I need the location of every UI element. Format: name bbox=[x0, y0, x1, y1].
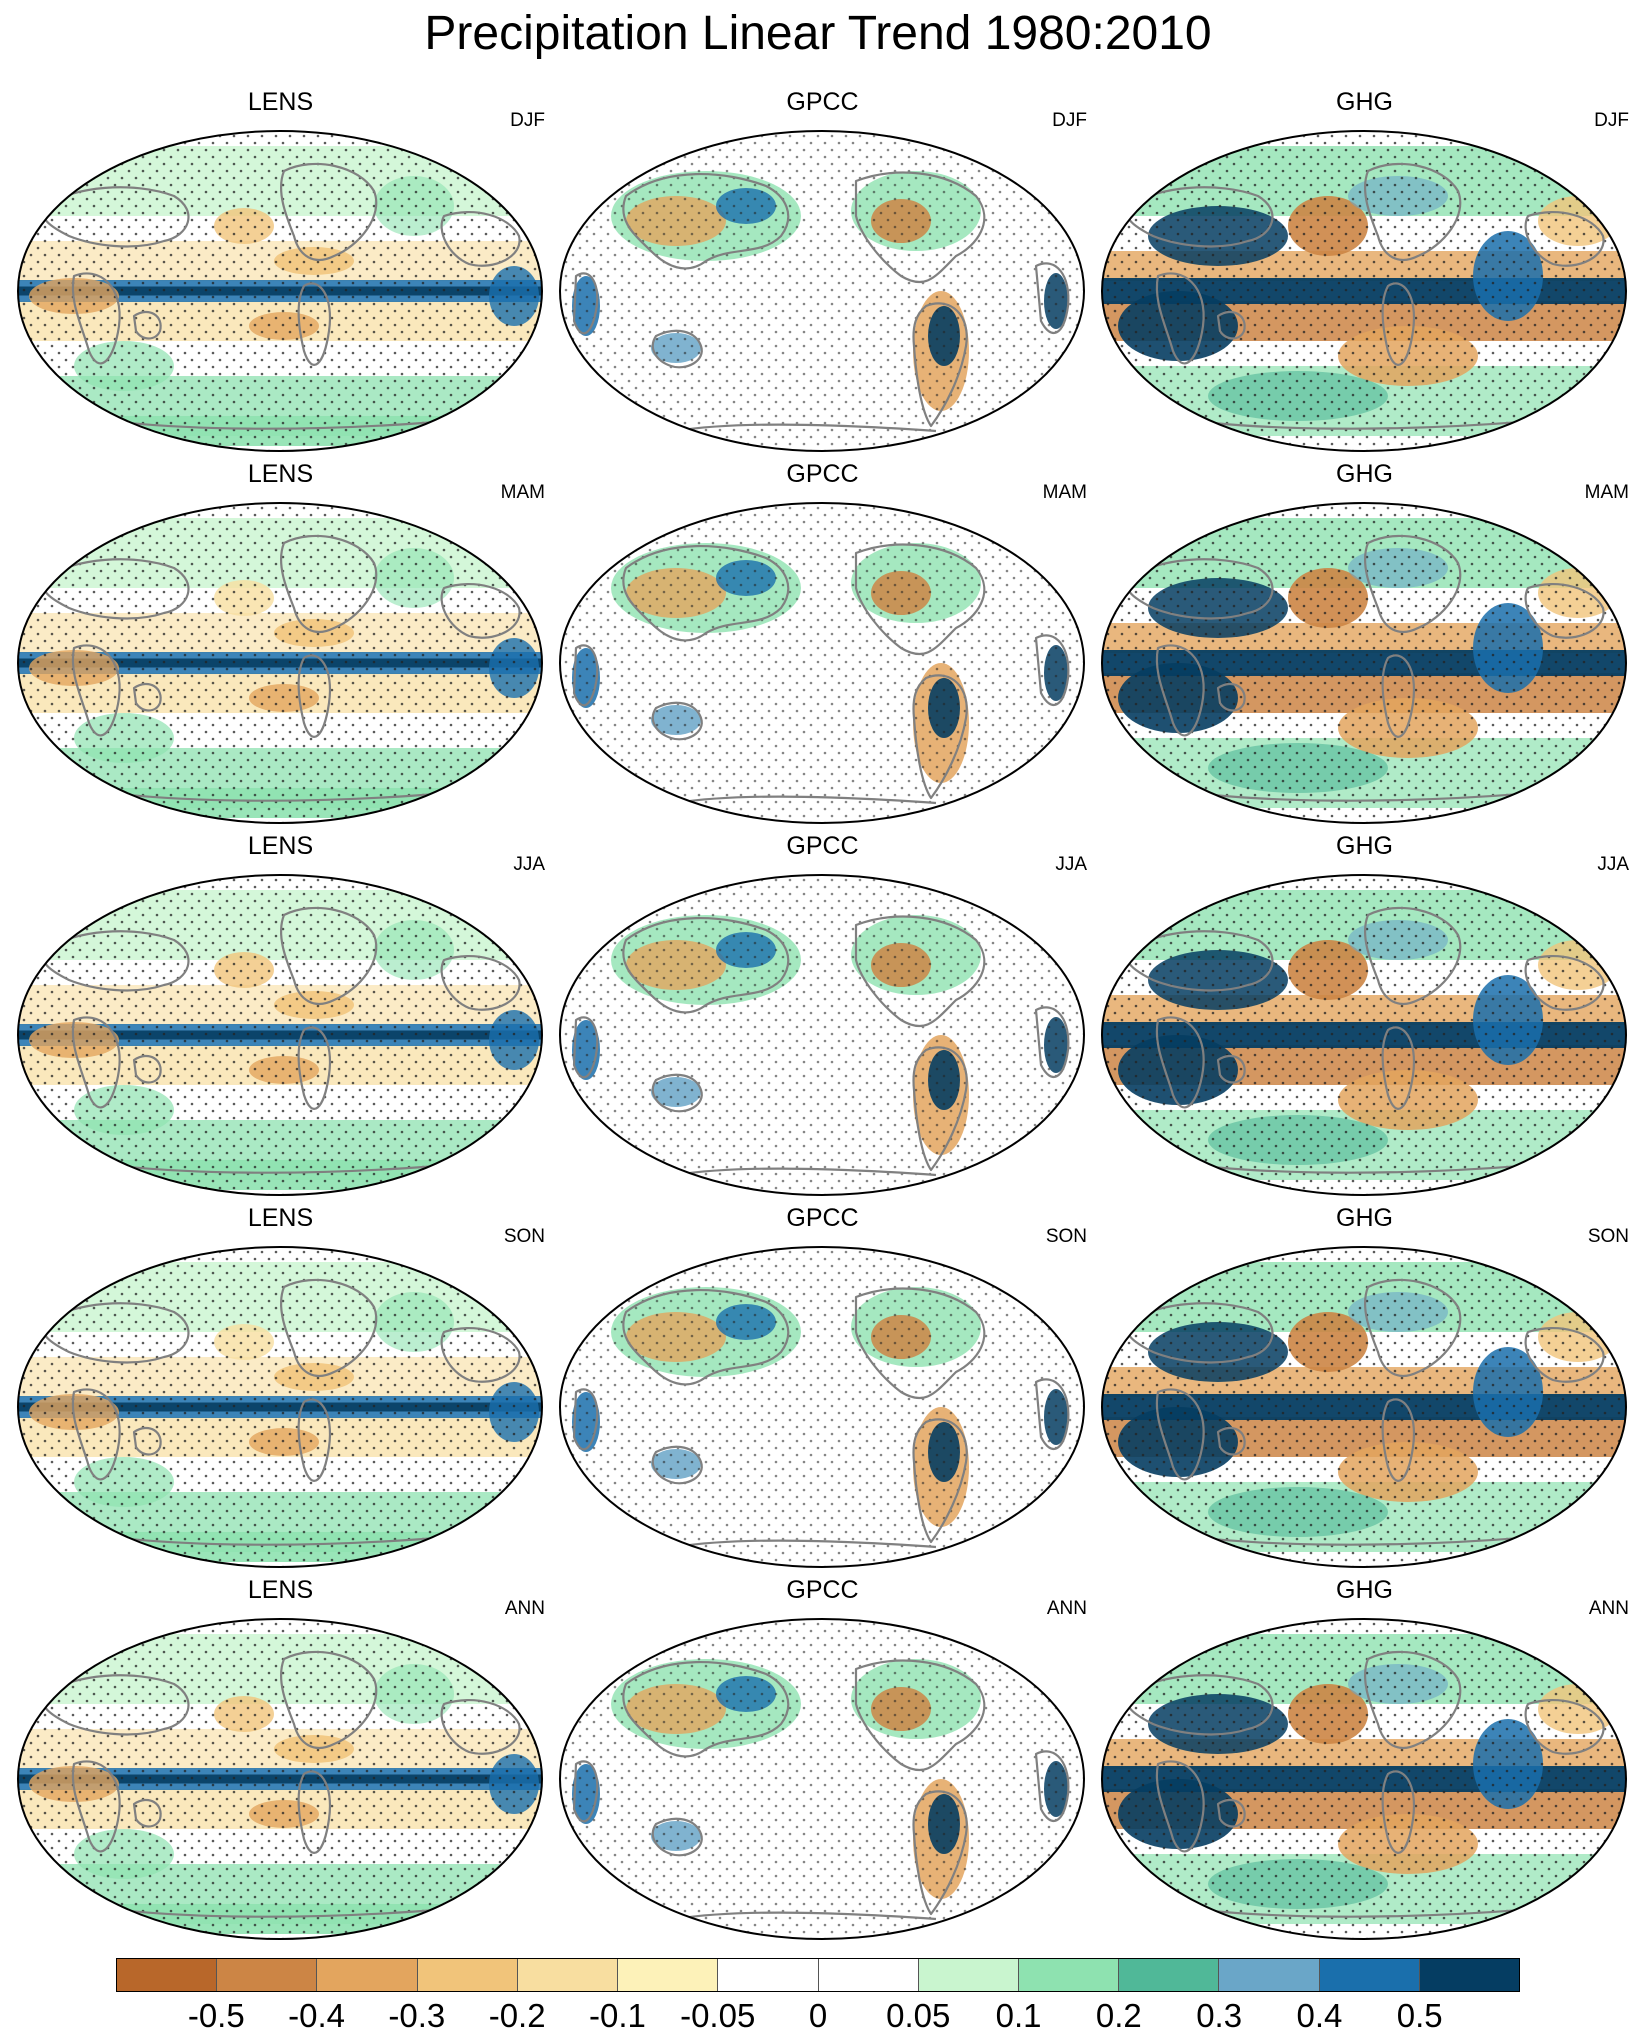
colorbar-box bbox=[1319, 1959, 1420, 1991]
colorbar-boxes bbox=[116, 1958, 1520, 1992]
trend-map bbox=[17, 874, 543, 1196]
colorbar-box bbox=[618, 1959, 719, 1991]
trend-map bbox=[559, 874, 1085, 1196]
map-panel-gpcc-djf: GPCC DJF bbox=[550, 88, 1095, 452]
colorbar-box bbox=[1219, 1959, 1320, 1991]
colorbar-tick-label: -0.5 bbox=[187, 1997, 245, 2034]
map-panel-gpcc-jja: GPCC JJA bbox=[550, 832, 1095, 1196]
map-panel-ghg-ann: GHG ANN bbox=[1092, 1576, 1636, 1940]
map-panel-gpcc-son: GPCC SON bbox=[550, 1204, 1095, 1568]
panel-model-label: LENS bbox=[247, 1576, 314, 1604]
trend-map bbox=[1101, 130, 1627, 452]
panel-season-label: JJA bbox=[1597, 854, 1629, 875]
map-panel-lens-ann: LENS ANN bbox=[8, 1576, 553, 1940]
map-panel-ghg-djf: GHG DJF bbox=[1092, 88, 1636, 452]
trend-map bbox=[17, 1246, 543, 1568]
colorbar-tick-label: -0.2 bbox=[488, 1997, 546, 2034]
panel-model-label: GPCC bbox=[786, 460, 859, 488]
colorbar-tick-label: 0.5 bbox=[1396, 1997, 1443, 2034]
map-panel-ghg-jja: GHG JJA bbox=[1092, 832, 1636, 1196]
trend-map bbox=[559, 1618, 1085, 1940]
trend-map bbox=[559, 1246, 1085, 1568]
panel-model-label: GPCC bbox=[786, 88, 859, 116]
colorbar-box bbox=[117, 1959, 218, 1991]
panel-season-label: SON bbox=[503, 1226, 545, 1247]
figure-title: Precipitation Linear Trend 1980:2010 bbox=[424, 7, 1212, 60]
panel-model-label: GPCC bbox=[786, 1204, 859, 1232]
colorbar-box bbox=[1018, 1959, 1120, 1991]
colorbar-box bbox=[1419, 1959, 1520, 1991]
colorbar-tick-label: 0.05 bbox=[886, 1997, 951, 2034]
trend-map bbox=[17, 502, 543, 824]
colorbar-box bbox=[718, 1959, 819, 1991]
panel-season-label: DJF bbox=[1594, 110, 1629, 131]
trend-map bbox=[17, 1618, 543, 1940]
map-panel-ghg-son: GHG SON bbox=[1092, 1204, 1636, 1568]
trend-map bbox=[1101, 874, 1627, 1196]
map-panel-ghg-mam: GHG MAM bbox=[1092, 460, 1636, 824]
colorbar-tick-label: 0.2 bbox=[1095, 1997, 1142, 2034]
panel-season-label: ANN bbox=[1588, 1598, 1629, 1619]
map-panel-gpcc-mam: GPCC MAM bbox=[550, 460, 1095, 824]
colorbar-box bbox=[918, 1959, 1019, 1991]
panel-season-label: DJF bbox=[1052, 110, 1087, 131]
panel-season-label: ANN bbox=[1046, 1598, 1087, 1619]
panel-model-label: GHG bbox=[1336, 460, 1393, 488]
panel-season-label: MAM bbox=[1042, 482, 1087, 503]
map-panel-lens-son: LENS SON bbox=[8, 1204, 553, 1568]
panel-model-label: GHG bbox=[1336, 832, 1393, 860]
colorbar-tick-label: 0.1 bbox=[995, 1997, 1042, 2034]
map-panel-gpcc-ann: GPCC ANN bbox=[550, 1576, 1095, 1940]
panel-model-label: GHG bbox=[1336, 88, 1393, 116]
map-panel-lens-mam: LENS MAM bbox=[8, 460, 553, 824]
panel-season-label: SON bbox=[1045, 1226, 1087, 1247]
colorbar-tick-label: 0.4 bbox=[1296, 1997, 1343, 2034]
colorbar-tick-label: 0.3 bbox=[1196, 1997, 1243, 2034]
colorbar-box bbox=[317, 1959, 418, 1991]
panel-model-label: LENS bbox=[247, 1204, 314, 1232]
colorbar-tick-label: -0.4 bbox=[288, 1997, 345, 2034]
colorbar-box bbox=[1119, 1959, 1220, 1991]
panel-season-label: JJA bbox=[1055, 854, 1087, 875]
panel-model-label: GHG bbox=[1336, 1576, 1393, 1604]
colorbar-box bbox=[217, 1959, 318, 1991]
panel-season-label: DJF bbox=[510, 110, 545, 131]
trend-map bbox=[1101, 1246, 1627, 1568]
colorbar: -0.5 -0.4 -0.3 -0.2 -0.1 -0.05 0 0.05 0.1 0.2 0.3 0… bbox=[116, 1958, 1520, 2034]
panel-season-label: JJA bbox=[513, 854, 545, 875]
panel-model-label: GPCC bbox=[786, 1576, 859, 1604]
colorbar-box bbox=[517, 1959, 619, 1991]
panel-season-label: SON bbox=[1587, 1226, 1629, 1247]
colorbar-box bbox=[417, 1959, 518, 1991]
panel-model-label: LENS bbox=[247, 460, 314, 488]
panel-season-label: ANN bbox=[504, 1598, 545, 1619]
panel-season-label: MAM bbox=[500, 482, 545, 503]
trend-map bbox=[559, 130, 1085, 452]
trend-map bbox=[17, 130, 543, 452]
trend-map bbox=[1101, 1618, 1627, 1940]
trend-map bbox=[1101, 502, 1627, 824]
colorbar-tick-label: -0.05 bbox=[680, 1997, 756, 2034]
panel-model-label: LENS bbox=[247, 832, 314, 860]
colorbar-box bbox=[818, 1959, 919, 1991]
colorbar-tick-label: 0 bbox=[808, 1997, 828, 2034]
colorbar-tick-label: -0.3 bbox=[388, 1997, 446, 2034]
trend-map bbox=[559, 502, 1085, 824]
panel-model-label: GHG bbox=[1336, 1204, 1393, 1232]
panel-model-label: GPCC bbox=[786, 832, 859, 860]
map-panel-lens-jja: LENS JJA bbox=[8, 832, 553, 1196]
colorbar-tick-label: -0.1 bbox=[588, 1997, 646, 2034]
panel-model-label: LENS bbox=[247, 88, 314, 116]
map-panel-lens-djf: LENS DJF bbox=[8, 88, 553, 452]
panel-season-label: MAM bbox=[1584, 482, 1629, 503]
